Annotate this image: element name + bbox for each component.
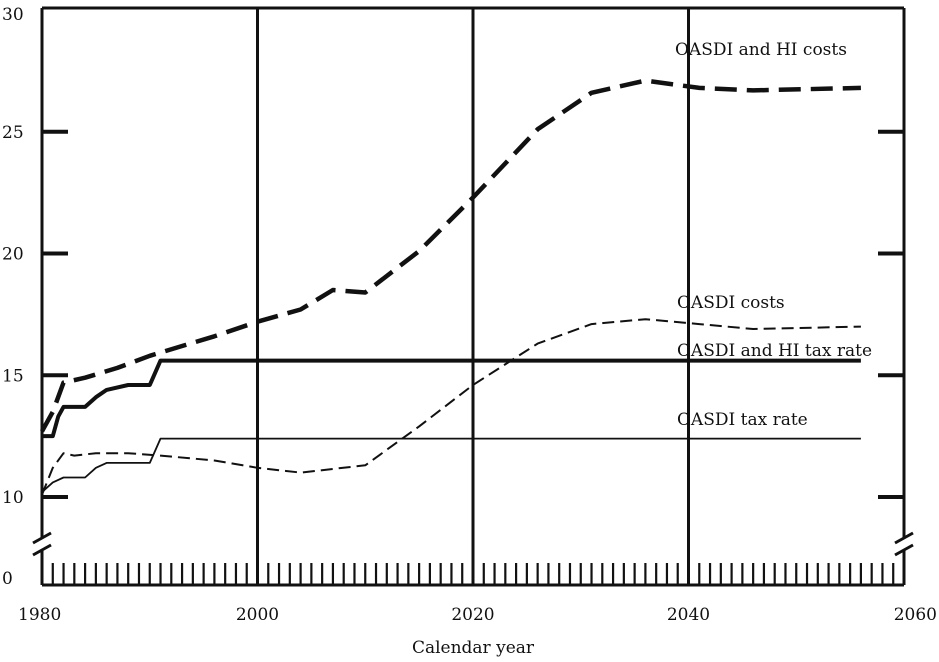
axis-break-mark <box>32 543 52 557</box>
series-line-oasdi-and-hi-tax-rate <box>42 358 861 439</box>
xtick-label-1980: 1980 <box>18 605 61 625</box>
vertical-gridlines <box>256 8 690 585</box>
series-label-oasdi-costs: OASDI costs <box>677 293 785 313</box>
series-line-oasdi-costs <box>41 318 861 495</box>
axis-break-mark <box>894 531 914 545</box>
axis-break-mark <box>32 531 52 545</box>
ytick-label-20: 20 <box>2 245 24 265</box>
series-label-oasdi-and-hi-tax-rate: OASDI and HI tax rate <box>677 341 872 361</box>
axis-break-mark <box>894 543 914 557</box>
xtick-label-2060: 2060 <box>894 605 937 625</box>
axis-ticks <box>42 129 904 585</box>
y-tick-labels: 0 10 15 20 25 30 <box>2 5 24 589</box>
xtick-label-2040: 2040 <box>667 605 710 625</box>
ytick-label-15: 15 <box>2 366 24 386</box>
xtick-label-2000: 2000 <box>236 605 279 625</box>
series-line-oasdi-and-hi-costs <box>40 78 861 433</box>
series-labels: OASDI and HI costs OASDI costs OASDI and H… <box>675 40 872 430</box>
ytick-label-30: 30 <box>2 5 24 25</box>
xtick-label-2020: 2020 <box>451 605 494 625</box>
series-label-oasdi-tax-rate: OASDI tax rate <box>677 410 808 430</box>
ytick-label-0: 0 <box>2 569 13 589</box>
x-tick-labels: 1980 2000 2020 2040 2060 <box>18 605 937 625</box>
series-label-oasdi-and-hi-costs: OASDI and HI costs <box>675 40 847 60</box>
series-line-oasdi-tax-rate <box>41 437 861 493</box>
x-axis-title: Calendar year <box>412 638 535 658</box>
ytick-label-25: 25 <box>2 123 24 143</box>
series-lines <box>40 78 861 495</box>
ytick-label-10: 10 <box>2 488 24 508</box>
